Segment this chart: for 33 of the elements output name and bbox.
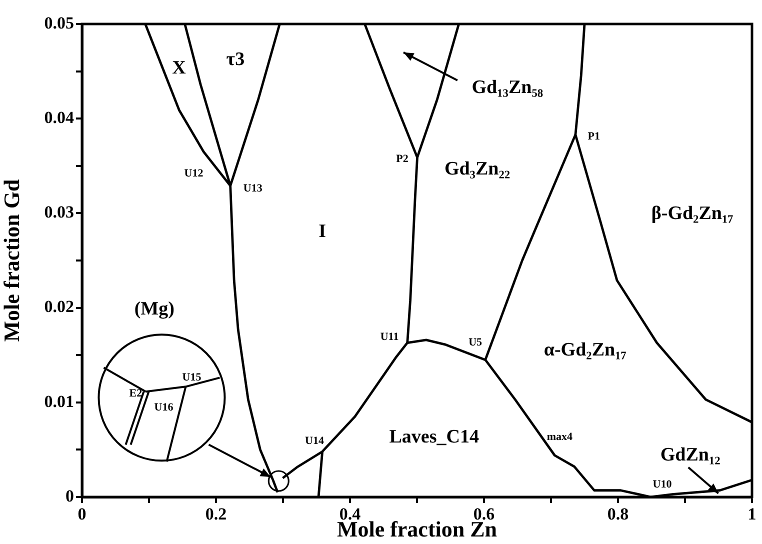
annotation: U12 <box>184 167 204 180</box>
annotation: U16 <box>154 402 174 414</box>
x-tick-label: 0 <box>78 504 86 524</box>
y-tick-label: 0.03 <box>44 202 74 222</box>
annotation: α-Gd₂Zn₁₇ <box>544 339 627 360</box>
annotation: τ3 <box>226 48 245 70</box>
annotation: U13 <box>243 182 263 194</box>
annotation: max4 <box>546 431 574 444</box>
annotation: E2 <box>129 388 143 400</box>
x-tick-label: 1 <box>748 504 756 524</box>
annotation: U14 <box>305 435 324 448</box>
y-axis-title: Mole fraction Gd <box>0 179 24 342</box>
annotation: U10 <box>652 478 672 491</box>
y-tick-label: 0 <box>66 486 74 506</box>
annotation: I <box>318 221 326 242</box>
y-tick-label: 0.01 <box>44 392 74 411</box>
annotation: P2 <box>396 153 409 166</box>
annotation: Gd₃Zn₂₂ <box>444 158 510 180</box>
annotation: X <box>172 57 186 78</box>
annotation: Gd₁₃Zn₅₈ <box>472 77 544 98</box>
annotation: β-Gd₂Zn₁₇ <box>651 203 734 224</box>
annotation: Laves_C14 <box>389 426 480 448</box>
x-tick-label: 0.8 <box>607 504 629 524</box>
annotation: P1 <box>588 130 600 142</box>
y-tick-label: 0.04 <box>44 108 74 127</box>
annotation: (Mg) <box>134 298 174 320</box>
annotation: U11 <box>380 330 399 343</box>
x-tick-label: 0.2 <box>205 504 227 524</box>
annotation: U5 <box>468 336 483 349</box>
annotation: U15 <box>182 372 202 384</box>
y-tick-label: 0.02 <box>44 297 74 316</box>
y-tick-label: 0.05 <box>44 13 74 32</box>
annotation: GdZn₁₂ <box>660 444 721 466</box>
